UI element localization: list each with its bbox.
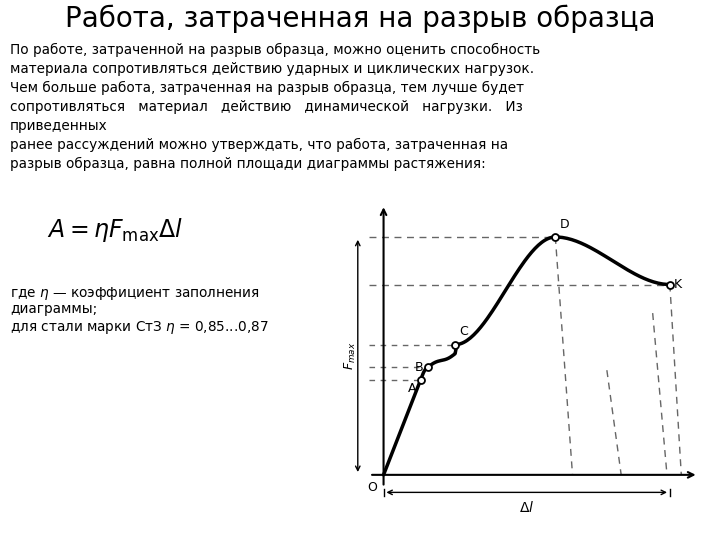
Text: Работа, затраченная на разрыв образца: Работа, затраченная на разрыв образца: [65, 5, 655, 33]
Text: приведенных: приведенных: [10, 119, 108, 133]
Text: ранее рассуждений можно утверждать, что работа, затраченная на: ранее рассуждений можно утверждать, что …: [10, 138, 508, 152]
Text: $\Delta l$: $\Delta l$: [519, 500, 534, 515]
Text: A: A: [408, 382, 416, 395]
Text: $F_{max}$: $F_{max}$: [343, 342, 358, 370]
Text: диаграммы;: диаграммы;: [10, 302, 97, 316]
Text: B: B: [415, 361, 423, 374]
Text: D: D: [559, 218, 570, 231]
Text: материала сопротивляться действию ударных и циклических нагрузок.: материала сопротивляться действию ударны…: [10, 62, 534, 76]
Text: По работе, затраченной на разрыв образца, можно оценить способность: По работе, затраченной на разрыв образца…: [10, 43, 540, 57]
Text: сопротивляться   материал   действию   динамической   нагрузки.   Из: сопротивляться материал действию динамич…: [10, 100, 523, 114]
Text: для стали марки СтЗ $\eta$ = 0,85...0,87: для стали марки СтЗ $\eta$ = 0,85...0,87: [10, 319, 269, 336]
Text: где $\eta$ — коэффициент заполнения: где $\eta$ — коэффициент заполнения: [10, 285, 260, 302]
Text: Чем больше работа, затраченная на разрыв образца, тем лучше будет: Чем больше работа, затраченная на разрыв…: [10, 81, 524, 95]
Text: K: K: [674, 278, 683, 291]
Text: разрыв образца, равна полной площади диаграммы растяжения:: разрыв образца, равна полной площади диа…: [10, 157, 486, 171]
Text: $A = \eta F_{\mathrm{max}} \Delta l$: $A = \eta F_{\mathrm{max}} \Delta l$: [47, 216, 183, 244]
Text: O: O: [367, 481, 377, 494]
Text: C: C: [459, 326, 468, 339]
